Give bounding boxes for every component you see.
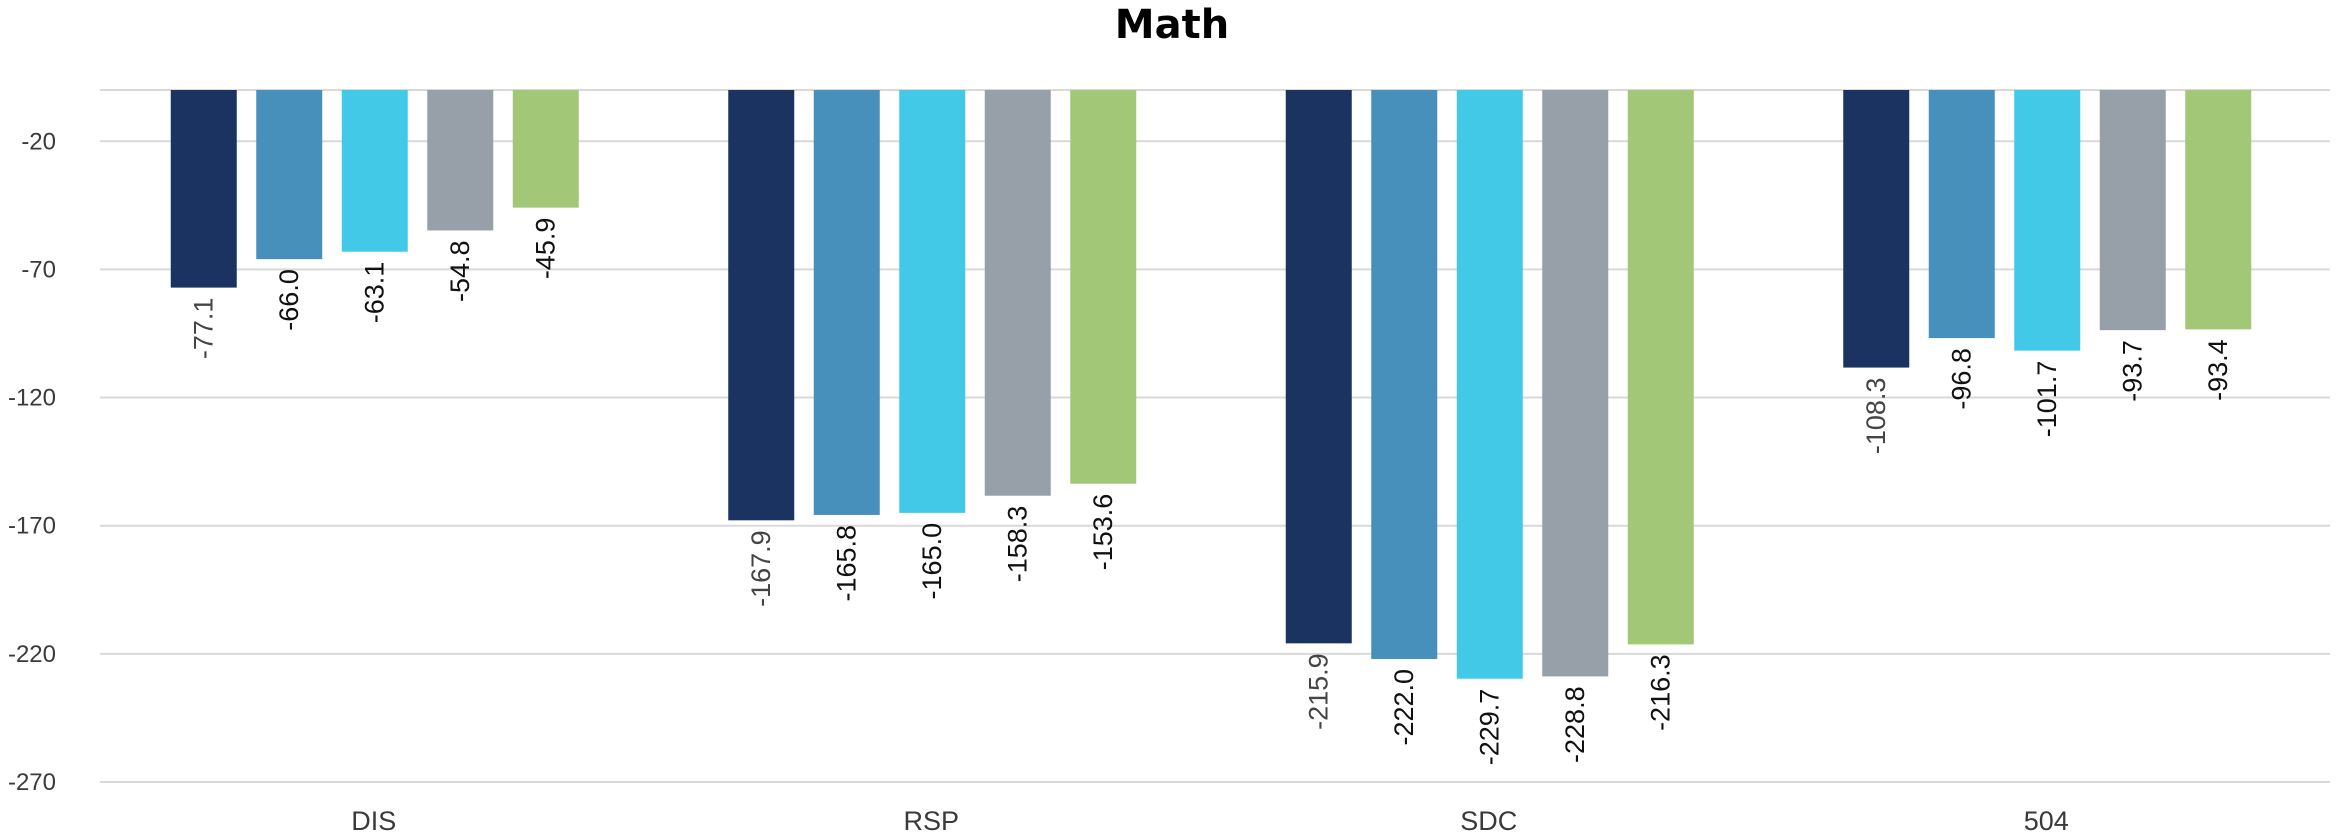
- data-label: -108.3: [1861, 378, 1891, 455]
- bar: [512, 90, 579, 208]
- data-label: -153.6: [1088, 494, 1118, 571]
- data-label: -45.9: [531, 218, 561, 280]
- bar: [2014, 90, 2081, 351]
- bar: [1843, 90, 1910, 368]
- y-tick-label: -120: [8, 385, 56, 412]
- y-tick-label: -220: [8, 641, 56, 668]
- data-label: -96.8: [1947, 348, 1977, 410]
- x-tick-label: 504: [2024, 806, 2069, 836]
- data-label: -165.8: [832, 525, 862, 602]
- bar: [1070, 90, 1137, 484]
- x-tick-label: SDC: [1460, 806, 1517, 836]
- data-label: -215.9: [1304, 653, 1334, 730]
- data-label: -216.3: [1646, 654, 1676, 731]
- data-label: -158.3: [1003, 506, 1033, 583]
- x-axis-ticks: DIS RSP SDC 504: [351, 806, 2069, 836]
- bar: [256, 90, 323, 260]
- y-tick-label: -20: [21, 128, 56, 155]
- bar: [728, 90, 795, 521]
- bar: [899, 90, 966, 513]
- x-tick-label: DIS: [351, 806, 396, 836]
- data-label: -93.4: [2203, 339, 2233, 401]
- y-tick-label: -170: [8, 513, 56, 540]
- bar: [1627, 90, 1694, 645]
- y-tick-label: -270: [8, 769, 56, 796]
- data-label: -66.0: [274, 269, 304, 331]
- bar: [1928, 90, 1995, 339]
- chart-title: Math: [1114, 2, 1230, 48]
- bars: [170, 90, 2252, 679]
- data-label: -228.8: [1560, 686, 1590, 763]
- bar: [341, 90, 408, 252]
- x-tick-label: RSP: [903, 806, 959, 836]
- bar: [984, 90, 1051, 496]
- data-labels: -77.1 -66.0 -63.1 -54.8 -45.9 -167.9 -165.8 -16…: [189, 218, 2234, 766]
- data-label: -229.7: [1475, 689, 1505, 766]
- data-label: -54.8: [445, 240, 475, 302]
- bar: [1456, 90, 1523, 679]
- data-label: -167.9: [746, 530, 776, 607]
- data-label: -93.7: [2118, 340, 2148, 402]
- data-label: -63.1: [360, 262, 390, 324]
- y-tick-label: -70: [21, 256, 56, 283]
- bar: [2185, 90, 2252, 330]
- bar: [427, 90, 494, 231]
- data-label: -77.1: [189, 298, 219, 360]
- bar: [2099, 90, 2166, 331]
- data-label: -101.7: [2032, 361, 2062, 438]
- bar: [1285, 90, 1352, 644]
- y-axis-ticks: -20 -70 -120 -170 -220 -270: [8, 128, 56, 796]
- bar: [813, 90, 880, 515]
- data-label: -165.0: [917, 523, 947, 600]
- bar: [1371, 90, 1438, 659]
- bar: [170, 90, 237, 288]
- data-label: -222.0: [1389, 669, 1419, 746]
- bar: [1542, 90, 1609, 677]
